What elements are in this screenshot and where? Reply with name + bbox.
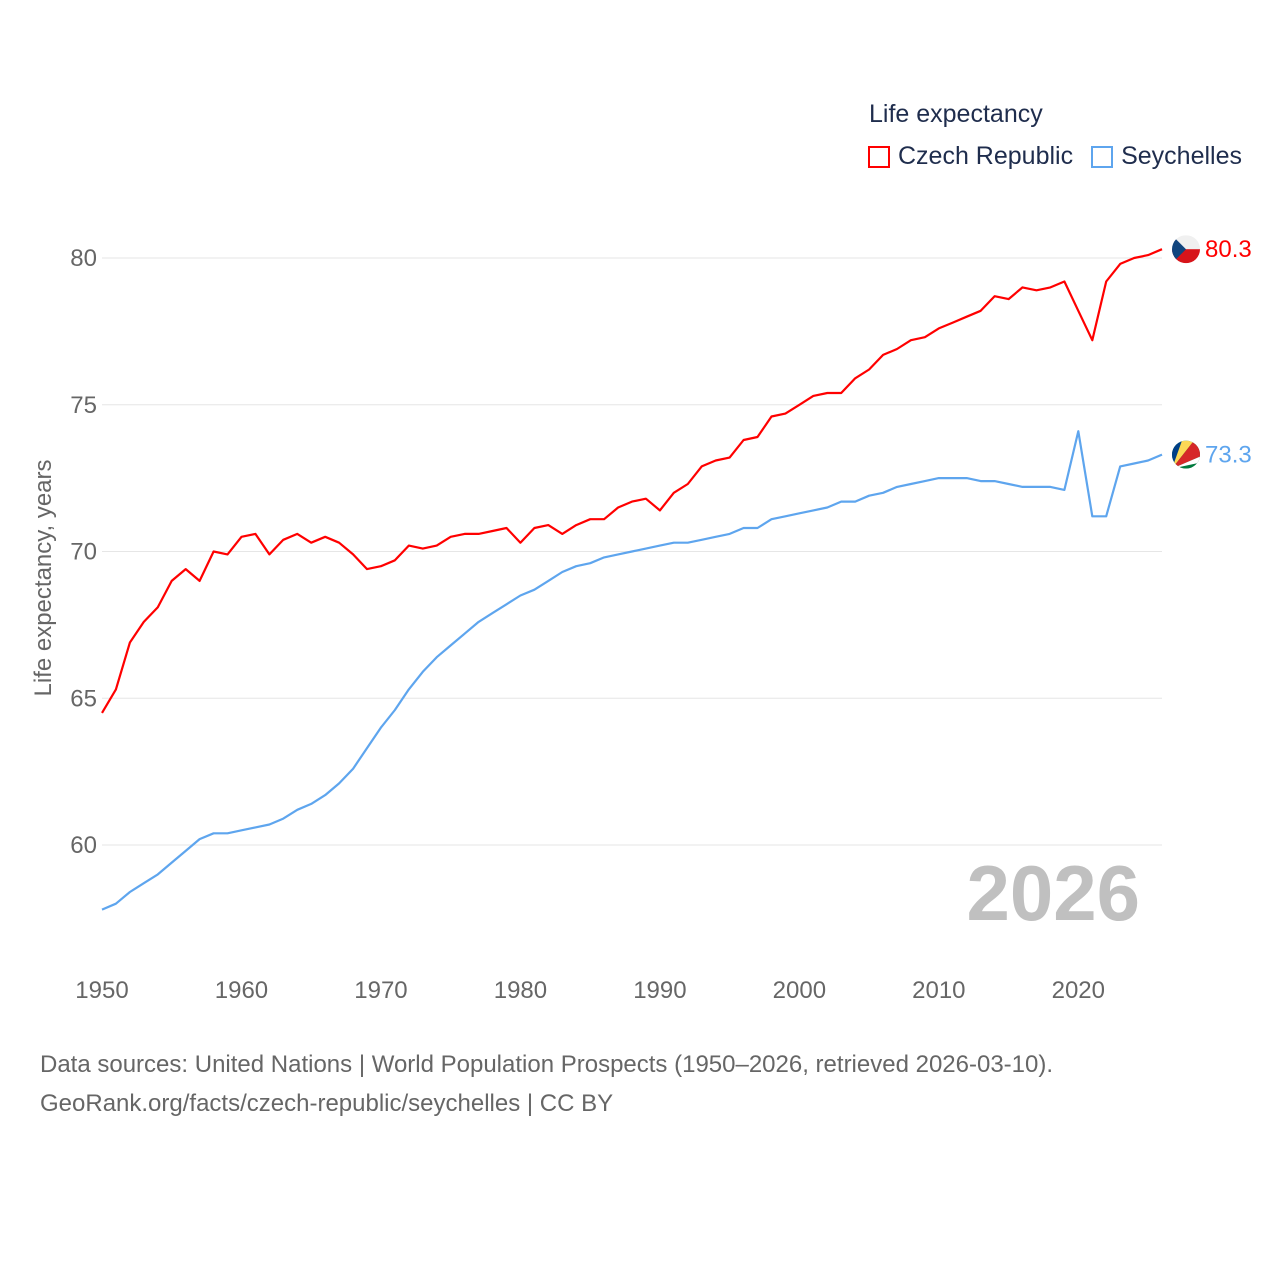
y-axis-label: Life expectancy, years xyxy=(30,459,57,696)
x-tick-label: 1980 xyxy=(494,977,547,1004)
source-note: Data sources: United Nations | World Pop… xyxy=(40,1045,1053,1123)
end-value-label: 80.3 xyxy=(1205,236,1252,263)
legend-item-czech-republic[interactable]: Czech Republic xyxy=(868,142,1073,171)
series-line-czech-republic xyxy=(101,248,1163,714)
source-line-2: GeoRank.org/facts/czech-republic/seychel… xyxy=(40,1090,614,1117)
end-value-label: 73.3 xyxy=(1205,442,1252,469)
y-tick-label: 60 xyxy=(70,832,97,859)
legend-label: Seychelles xyxy=(1121,142,1242,170)
legend-swatch-seychelles xyxy=(1091,145,1114,168)
legend-label: Czech Republic xyxy=(898,142,1074,170)
legend-swatch-czech-republic xyxy=(868,145,890,168)
y-tick-label: 75 xyxy=(70,392,97,419)
x-tick-label: 2010 xyxy=(912,977,965,1004)
y-tick-label: 80 xyxy=(70,245,97,272)
legend: Czech Republic Seychelles xyxy=(868,142,1260,171)
x-tick-label: 1970 xyxy=(354,977,407,1004)
seychelles-flag-icon xyxy=(1172,440,1200,469)
series-line-seychelles xyxy=(101,430,1163,911)
x-tick-label: 1960 xyxy=(215,977,268,1004)
x-tick-label: 2000 xyxy=(773,977,826,1004)
x-tick-label: 2020 xyxy=(1052,977,1105,1004)
y-tick-label: 65 xyxy=(70,685,97,712)
czech-flag-icon xyxy=(1172,235,1200,264)
legend-item-seychelles[interactable]: Seychelles xyxy=(1091,142,1242,171)
y-tick-label: 70 xyxy=(70,539,97,566)
legend-title: Life expectancy xyxy=(869,100,1043,128)
x-tick-label: 1990 xyxy=(633,977,686,1004)
source-line-1: Data sources: United Nations | World Pop… xyxy=(40,1051,1054,1078)
x-tick-label: 1950 xyxy=(75,977,128,1004)
year-watermark: 2026 xyxy=(966,849,1140,937)
